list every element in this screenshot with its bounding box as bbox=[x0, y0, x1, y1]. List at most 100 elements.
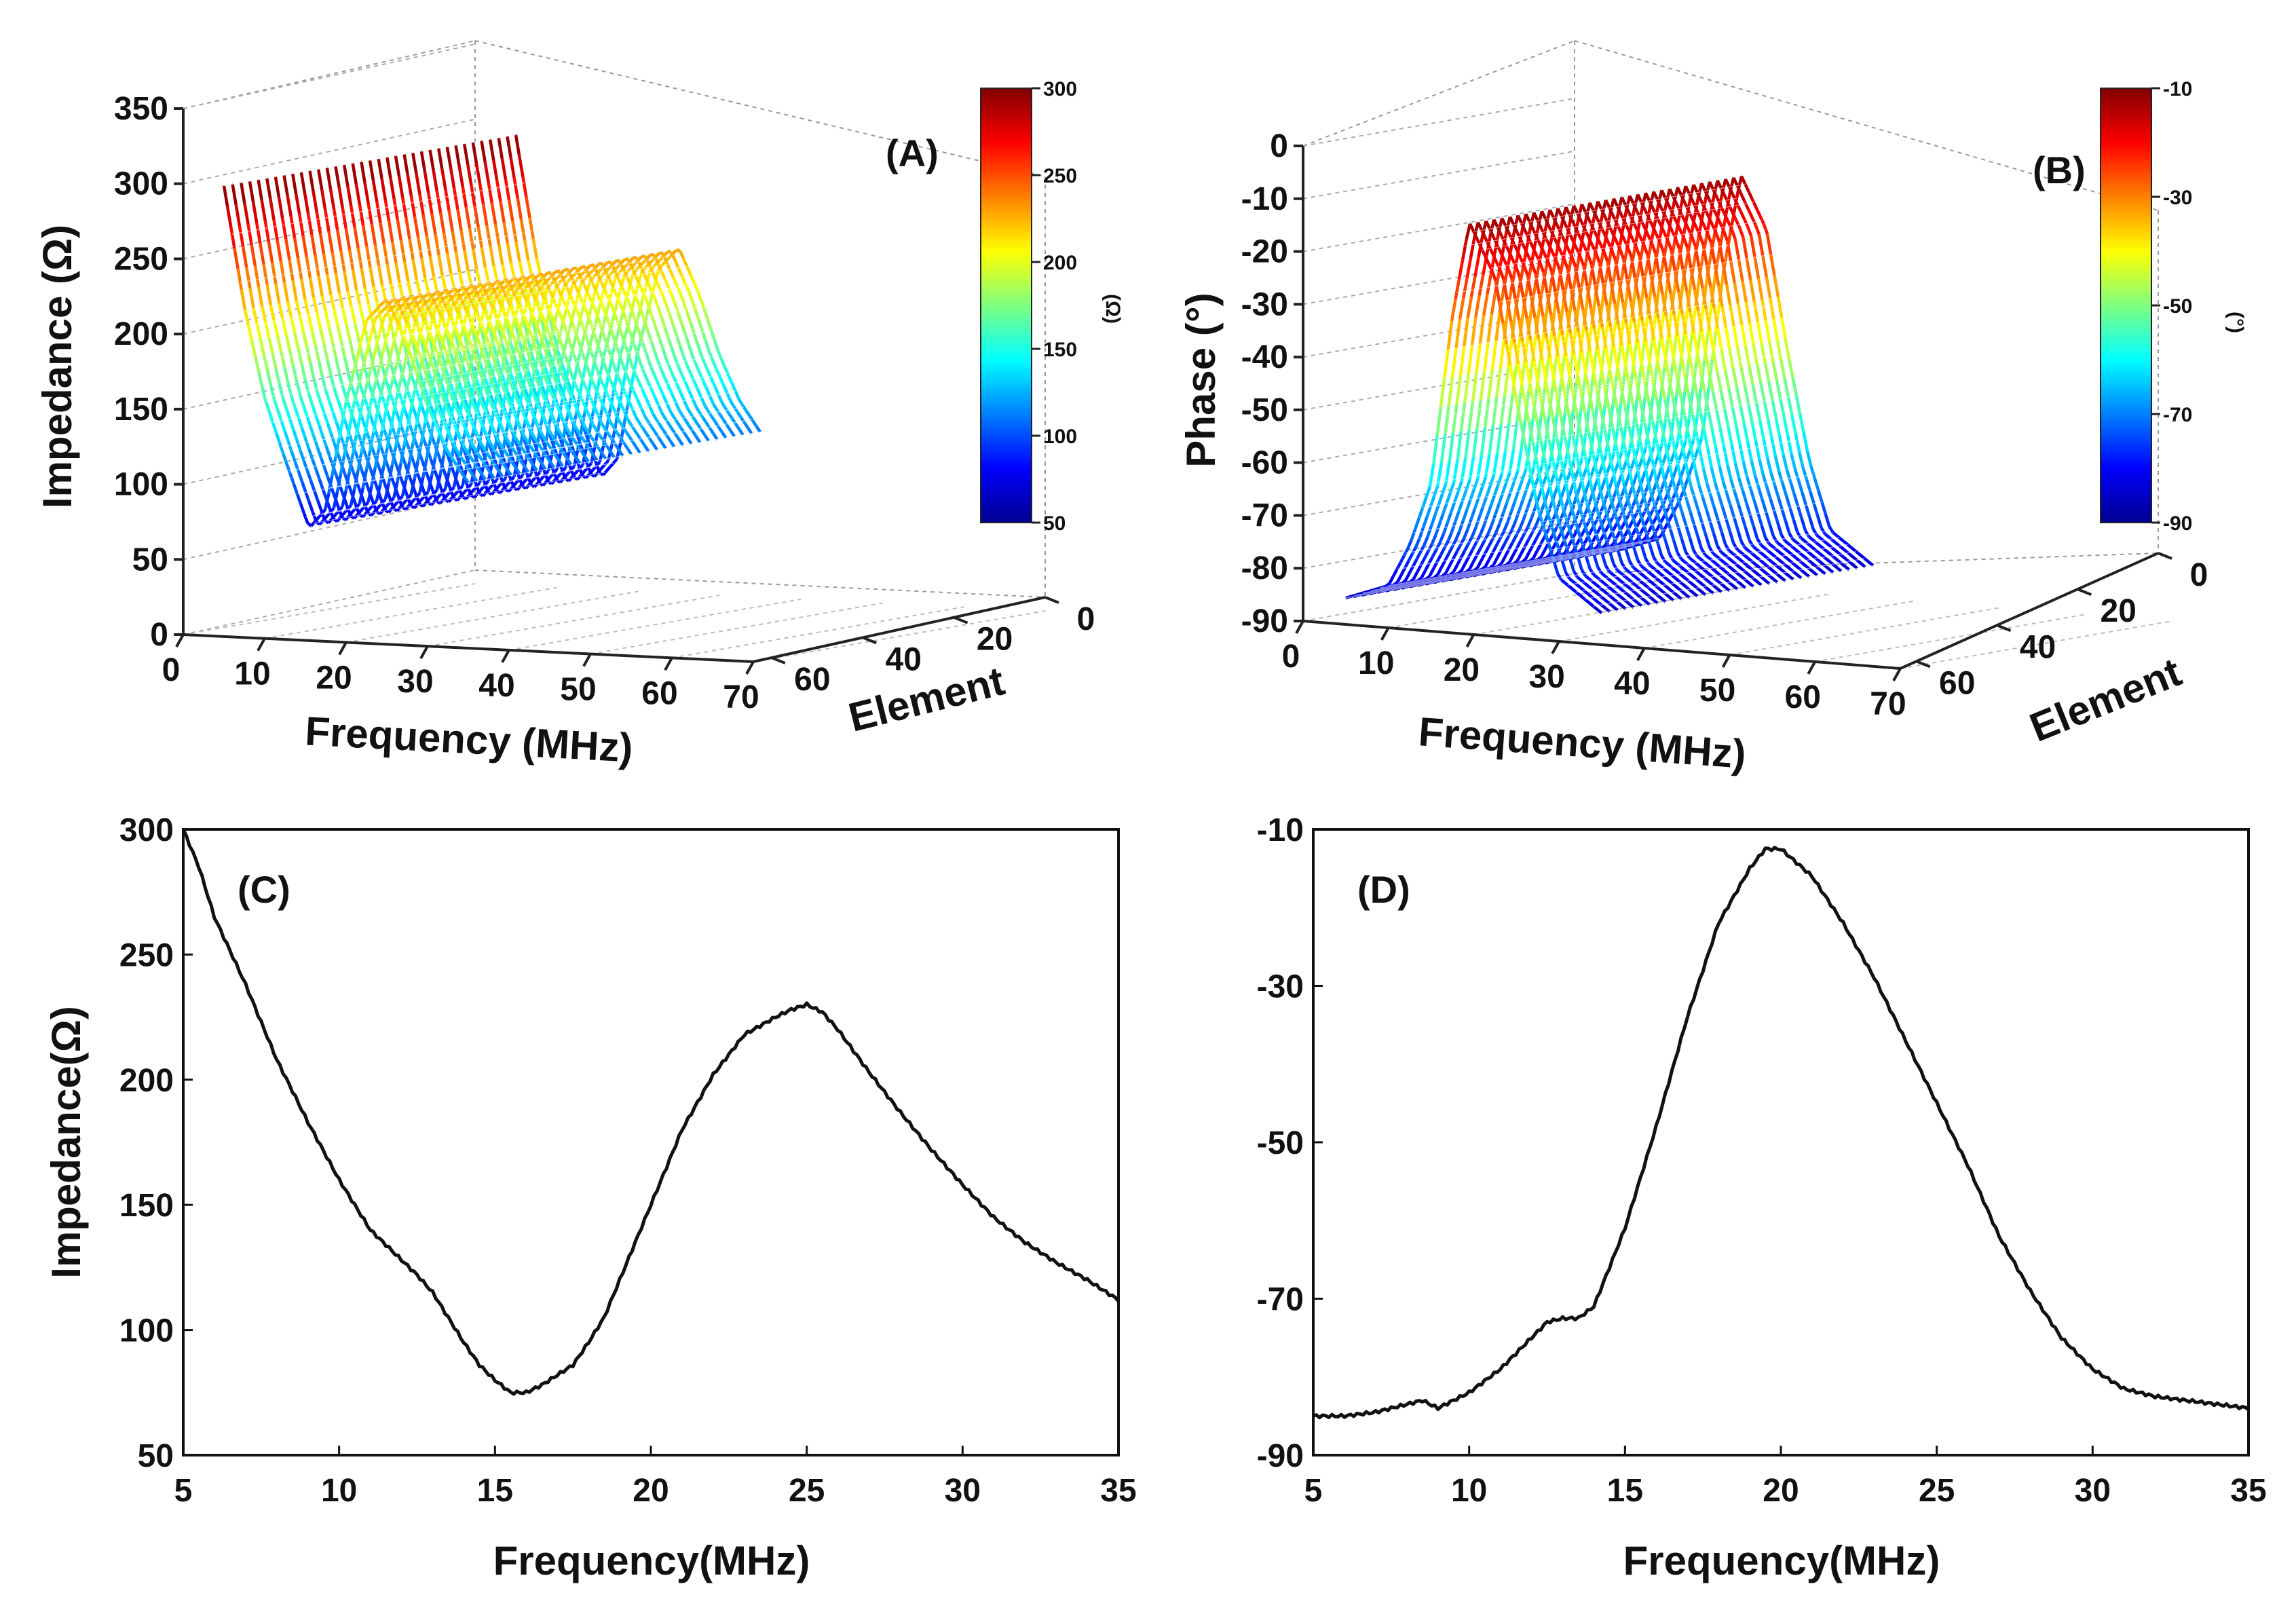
panel-a-surface-segment bbox=[580, 450, 586, 457]
panel-b-surface-segment bbox=[1811, 528, 1819, 536]
panel-a-surface-segment bbox=[414, 321, 421, 331]
panel-b-surface-segment bbox=[1714, 231, 1721, 242]
panel-a-surface-segment bbox=[451, 493, 457, 500]
panel-a-surface-segment bbox=[443, 324, 450, 334]
panel-a-surface-segment bbox=[404, 504, 411, 511]
panel-b-surface-segment bbox=[1626, 463, 1634, 483]
panel-b-surface-segment bbox=[1525, 318, 1532, 341]
panel-a-surface-segment bbox=[703, 362, 710, 372]
panel-a-surface-segment bbox=[607, 347, 614, 360]
panel-b-surface-segment bbox=[1714, 482, 1720, 496]
panel-b-surface-segment bbox=[1666, 455, 1674, 475]
panel-b-surface-segment bbox=[1714, 447, 1721, 467]
panel-a-surface-segment bbox=[255, 323, 262, 340]
panel-a-surface-segment bbox=[493, 390, 500, 400]
panel-a-surface-segment bbox=[238, 225, 245, 247]
panel-a-surface-segment bbox=[390, 476, 397, 488]
panel-b-surface-segment bbox=[1752, 545, 1758, 551]
panel-a-surface-segment bbox=[720, 402, 727, 409]
panel-a-surface-segment bbox=[535, 440, 542, 448]
panel-b-surface-segment bbox=[1585, 330, 1592, 352]
panel-a-surface-segment bbox=[317, 276, 324, 297]
panel-b-surface-segment bbox=[1730, 228, 1737, 240]
panel-a-surface-segment bbox=[595, 339, 601, 351]
panel-a-surface-segment bbox=[324, 311, 331, 328]
panel-b-surface-segment bbox=[1491, 396, 1499, 426]
panel-a-surface-segment bbox=[403, 350, 410, 366]
panel-b-surface-segment bbox=[1487, 369, 1494, 399]
panel-a-surface-segment bbox=[727, 375, 734, 385]
panel-b-surface-segment bbox=[1503, 549, 1510, 558]
panel-a-surface-segment bbox=[468, 352, 475, 368]
panel-b-xgrid-line bbox=[1644, 600, 1917, 649]
panel-b-surface-segment bbox=[1458, 297, 1465, 320]
panel-a-surface-segment bbox=[426, 327, 433, 337]
panel-a-surface-segment bbox=[700, 429, 707, 437]
panel-a-surface-segment bbox=[474, 481, 481, 488]
panel-a-surface-segment bbox=[511, 462, 518, 470]
panel-a-surface-segment bbox=[658, 287, 664, 297]
panel-a-surface-segment bbox=[425, 440, 432, 459]
panel-a-x-tick-mark bbox=[175, 634, 185, 647]
panel-a-surface-segment bbox=[259, 243, 265, 265]
panel-a-surface-mesh bbox=[378, 256, 671, 308]
panel-a-surface-segment bbox=[318, 425, 324, 437]
panel-a-surface-segment bbox=[600, 463, 607, 470]
panel-b-surface-segment bbox=[1829, 561, 1835, 567]
panel-b-surface-segment bbox=[1775, 379, 1782, 399]
panel-b-surface-segment bbox=[1596, 566, 1603, 574]
panel-a-surface-segment bbox=[512, 312, 519, 322]
panel-b-surface-segment bbox=[1685, 593, 1691, 599]
panel-a-surface-segment bbox=[360, 434, 366, 453]
panel-a-surface-segment bbox=[530, 275, 537, 292]
panel-b-surface-segment bbox=[1696, 555, 1702, 561]
panel-b-surface-segment bbox=[1488, 228, 1495, 238]
panel-b-surface-segment bbox=[1608, 551, 1615, 565]
panel-b-surface-segment bbox=[1758, 559, 1765, 565]
panel-a-surface-segment bbox=[670, 251, 677, 261]
panel-a-surface-segment bbox=[557, 430, 564, 438]
panel-a-surface-segment bbox=[683, 334, 691, 346]
panel-b-surface-segment bbox=[1646, 234, 1653, 244]
panel-b-surface-segment bbox=[1604, 199, 1611, 209]
panel-b-surface-segment bbox=[1469, 488, 1476, 500]
panel-a-surface-segment bbox=[565, 333, 572, 345]
panel-b-surface-segment bbox=[1558, 269, 1565, 291]
panel-b-surface-segment bbox=[1684, 334, 1691, 356]
panel-a-surface-segment bbox=[634, 274, 641, 284]
panel-b-surface-segment bbox=[1603, 429, 1611, 449]
panel-a-surface-segment bbox=[269, 304, 276, 321]
panel-a-surface-segment bbox=[455, 385, 463, 397]
panel-b-surface-segment bbox=[1484, 559, 1491, 567]
panel-b-surface-segment bbox=[1726, 464, 1733, 481]
panel-b-surface-segment bbox=[1745, 258, 1752, 280]
panel-b-surface-segment bbox=[1780, 533, 1787, 542]
panel-a-surface-segment bbox=[707, 370, 713, 380]
panel-a-surface-segment bbox=[413, 459, 420, 479]
panel-a-surface-segment bbox=[450, 466, 457, 478]
panel-a-surface-segment bbox=[563, 355, 571, 367]
panel-a-surface-segment bbox=[543, 347, 550, 360]
panel-b-surface-segment bbox=[1606, 447, 1614, 467]
panel-a-surface-segment bbox=[418, 295, 426, 312]
panel-a-surface-segment bbox=[457, 166, 465, 187]
panel-b-surface-segment bbox=[1695, 562, 1701, 568]
panel-a-surface-segment bbox=[466, 312, 472, 322]
panel-b-surface-segment bbox=[1594, 284, 1600, 307]
panel-b-surface-segment bbox=[1633, 522, 1640, 535]
panel-b-surface-segment bbox=[1724, 178, 1731, 188]
panel-b-surface-segment bbox=[1714, 570, 1720, 576]
panel-a-surface-segment bbox=[508, 354, 516, 366]
panel-a-surface-segment bbox=[667, 423, 674, 431]
panel-b-surface-segment bbox=[1754, 570, 1760, 576]
panel-b-surface-segment bbox=[1790, 560, 1796, 566]
panel-b-surface-segment bbox=[1530, 508, 1537, 520]
panel-a-surface-segment bbox=[628, 284, 635, 293]
panel-a-surface-segment bbox=[627, 355, 634, 367]
panel-a-surface-segment bbox=[470, 185, 476, 206]
panel-b-surface-segment bbox=[1644, 383, 1651, 403]
panel-a-surface-segment bbox=[334, 273, 341, 294]
panel-a-surface-segment bbox=[421, 458, 428, 478]
panel-a-surface-segment bbox=[337, 506, 344, 512]
panel-b-surface-segment bbox=[1567, 231, 1575, 241]
